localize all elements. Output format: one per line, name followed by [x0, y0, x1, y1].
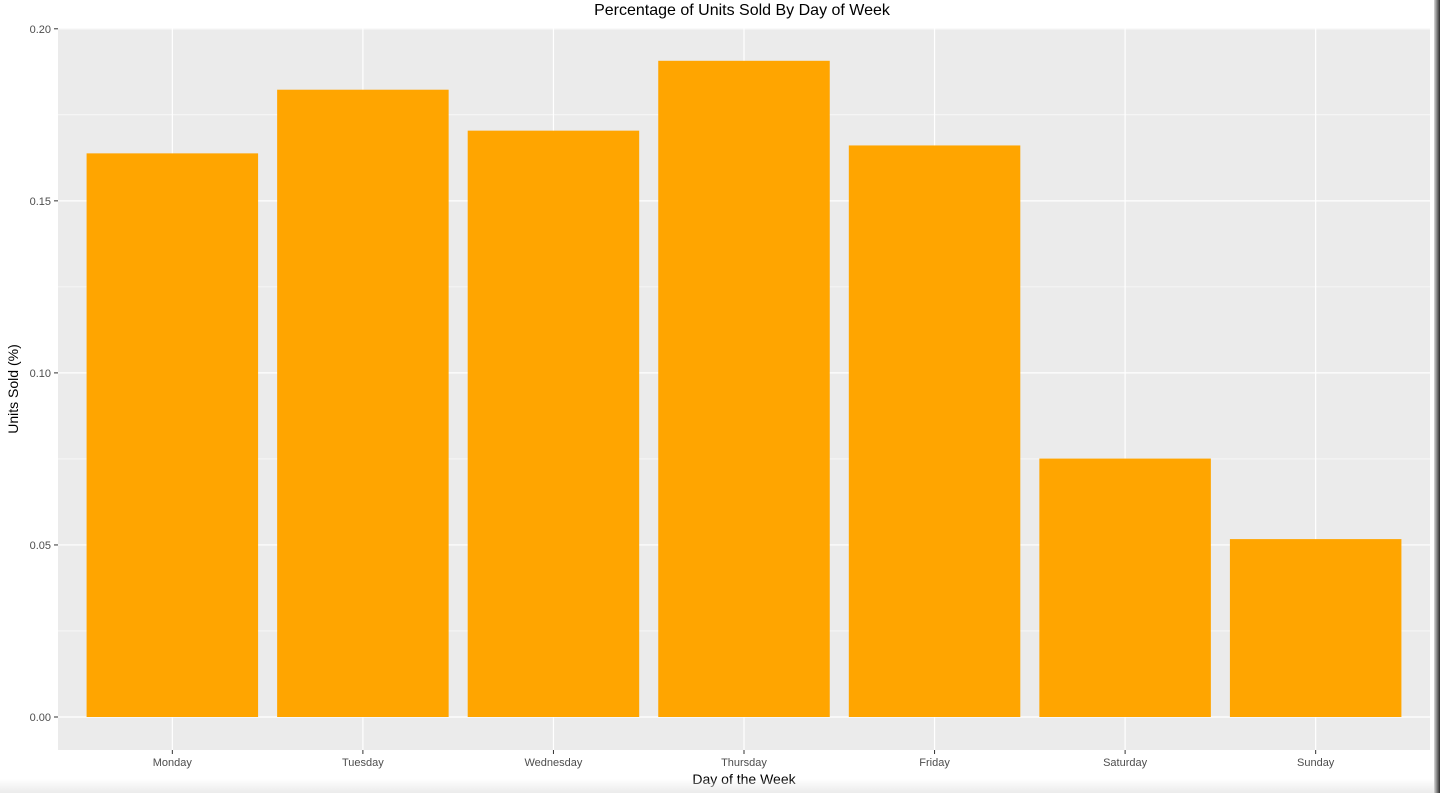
bar-sunday	[1229, 539, 1402, 717]
x-tick-label: Sunday	[1297, 757, 1335, 769]
y-tick-label: 0.05	[30, 540, 51, 552]
x-axis: Monday Tuesday Wednesday Thursday Friday Satu…	[153, 750, 1335, 769]
chart-title: Percentage of Units Sold By Day of Week	[594, 2, 891, 19]
bar-monday	[86, 153, 259, 717]
y-axis-title: Units Sold (%)	[5, 344, 21, 433]
bar-saturday	[1039, 458, 1211, 717]
x-tick-label: Tuesday	[342, 757, 384, 769]
y-tick-label: 0.20	[30, 24, 51, 36]
bar-friday	[848, 145, 1021, 718]
x-tick-label: Thursday	[721, 757, 767, 769]
y-axis: 0.00 0.05 0.10 0.15 0.20	[30, 24, 58, 724]
y-tick-label: 0.00	[30, 712, 51, 724]
x-tick-label: Friday	[919, 757, 950, 769]
x-tick-label: Wednesday	[524, 757, 582, 769]
x-tick-label: Monday	[153, 757, 193, 769]
x-tick-label: Saturday	[1103, 757, 1148, 769]
y-tick-label: 0.10	[30, 368, 51, 380]
window-shadow	[0, 779, 1434, 793]
bar-tuesday	[277, 89, 449, 718]
bar-thursday	[658, 60, 830, 718]
bars	[86, 60, 1402, 718]
bar-wednesday	[467, 130, 640, 718]
y-tick-label: 0.15	[30, 196, 51, 208]
window-edge	[1434, 0, 1440, 793]
